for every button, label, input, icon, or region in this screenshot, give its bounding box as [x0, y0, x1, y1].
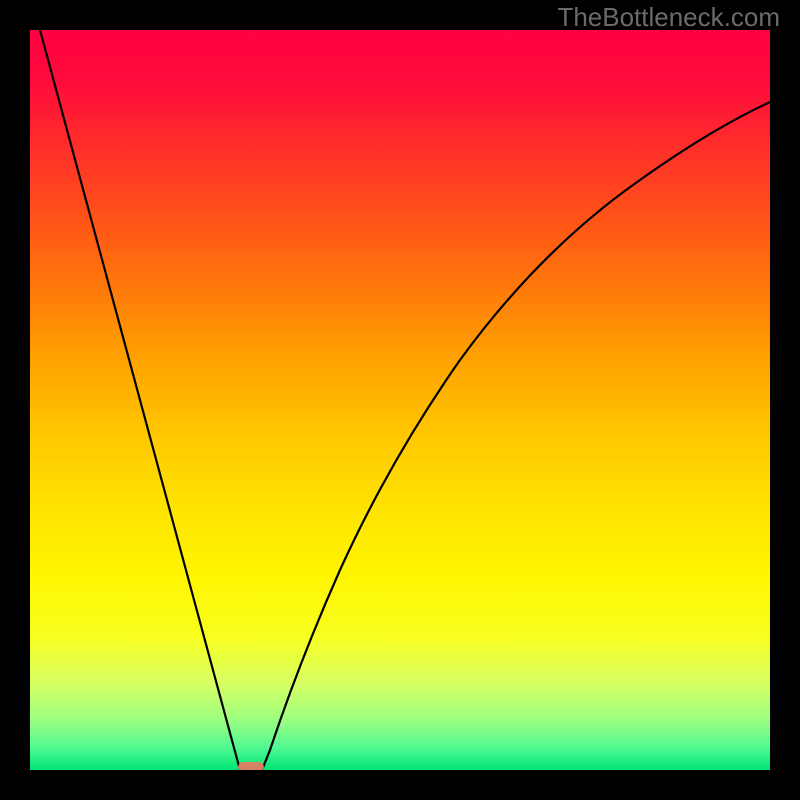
right-curve [262, 102, 770, 770]
frame-right [770, 0, 800, 800]
watermark-text: TheBottleneck.com [557, 2, 780, 33]
plot-area [30, 30, 770, 770]
frame-left [0, 0, 30, 800]
minimum-marker [238, 762, 264, 770]
bottleneck-curves [30, 30, 770, 770]
frame-bottom [0, 770, 800, 800]
left-line [40, 30, 240, 770]
